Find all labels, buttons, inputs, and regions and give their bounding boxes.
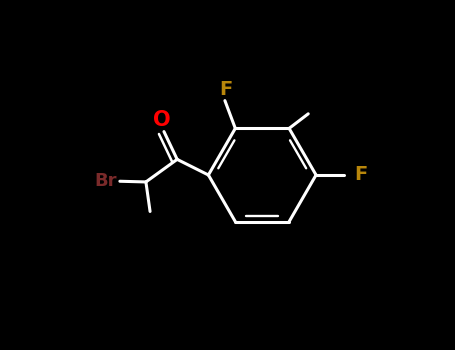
Text: F: F [354,166,368,184]
Text: O: O [153,111,171,131]
Text: Br: Br [95,172,117,190]
Text: F: F [219,80,232,99]
